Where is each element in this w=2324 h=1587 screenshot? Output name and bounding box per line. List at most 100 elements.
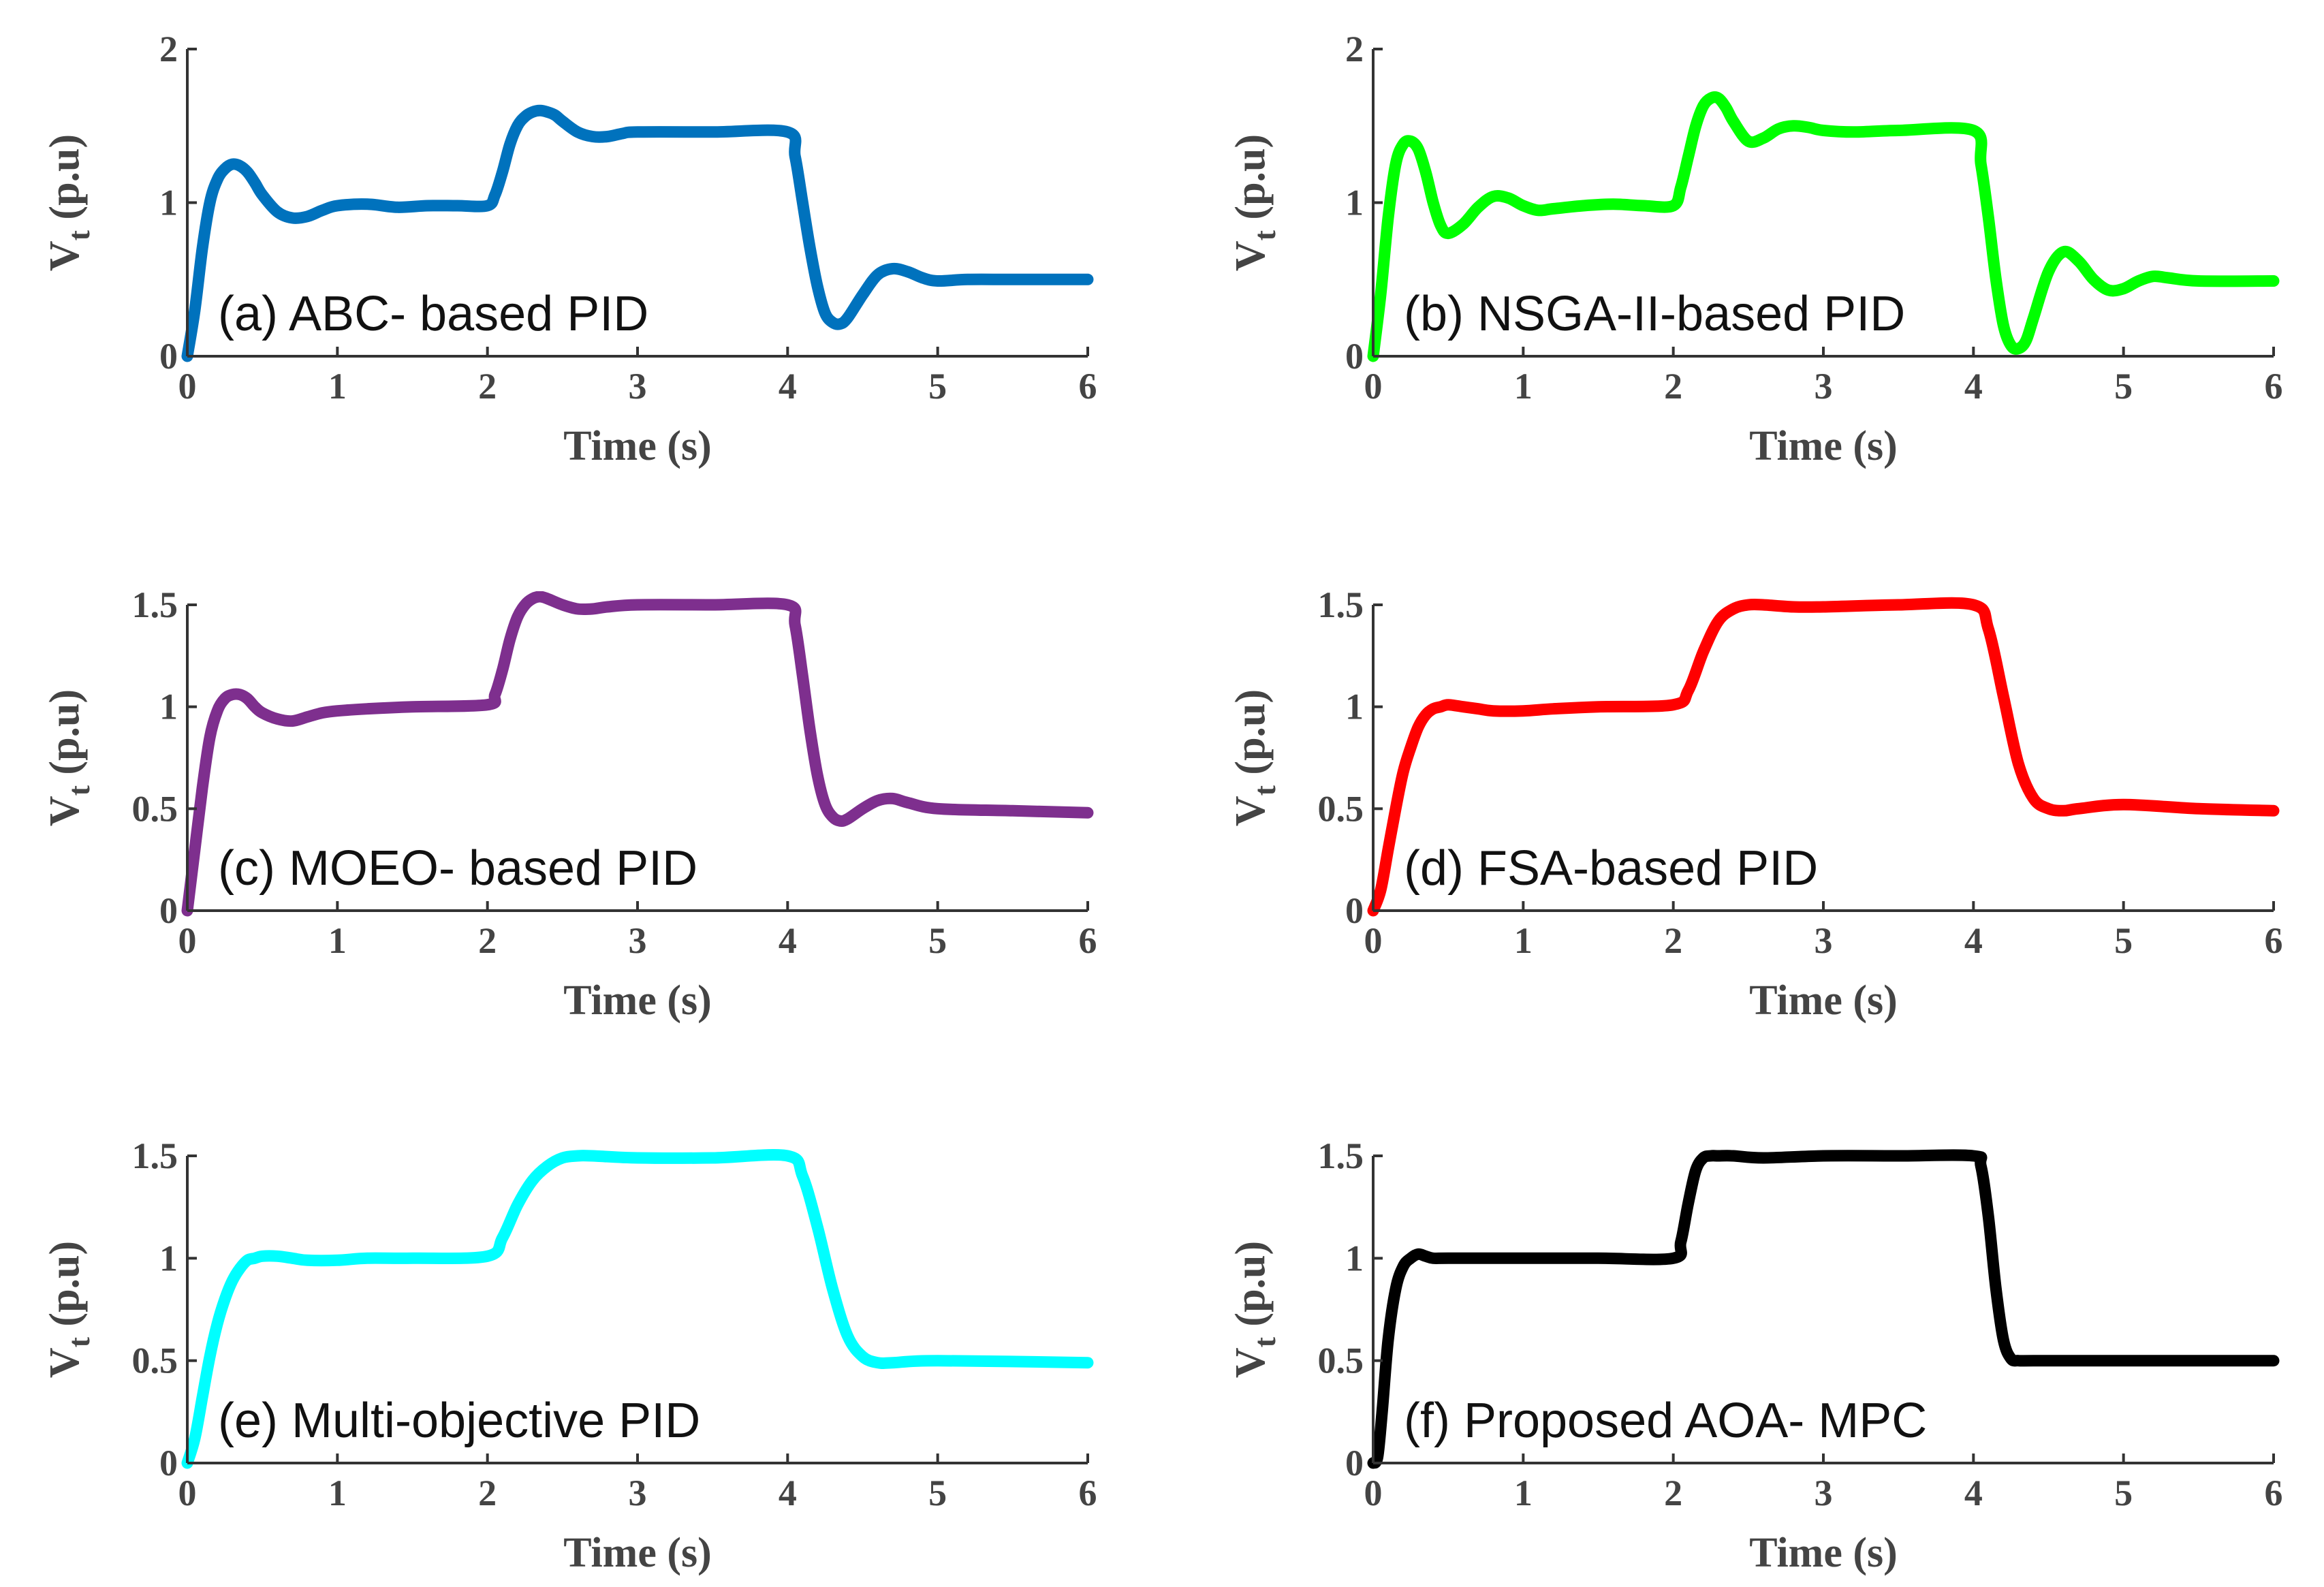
y-label-unit: (p.u) (42, 689, 88, 785)
series-line-5-0 (1367, 1149, 2280, 1469)
x-tick-label: 3 (1815, 1473, 1833, 1513)
series-line-2-0 (181, 591, 1094, 917)
y-tick-label: 1 (1345, 687, 1364, 727)
x-tick-label: 5 (928, 920, 947, 961)
x-tick-label: 0 (1364, 1473, 1383, 1513)
x-tick-label: 6 (2265, 920, 2283, 961)
series-line-1-0 (1367, 91, 2280, 362)
y-label-main: V (42, 796, 88, 826)
x-tick-label: 6 (1079, 366, 1097, 407)
x-tick-label: 2 (478, 366, 497, 407)
x-tick-label: 2 (1664, 920, 1682, 961)
subplot-1: 0 1 2 3 4 5 6 0 1 2 Time (s) Vt (p.u) (b) NSGA-II-ba… (1227, 29, 2283, 469)
subplot-5: 0 1 2 3 4 5 6 0 0.5 1 1.5 Time (s) Vt (p.u) (f) Propo… (1227, 1135, 2283, 1576)
y-label-subscript: t (61, 230, 96, 240)
x-tick-label: 5 (2114, 1473, 2133, 1513)
y-axis-label: Vt (p.u) (1227, 134, 1282, 271)
y-label-unit: (p.u) (42, 134, 88, 230)
panel-title: (e) Multi-objective PID (218, 1394, 700, 1448)
subplot-2: 0 1 2 3 4 5 6 0 0.5 1 1.5 Time (s) Vt (p.u) (c) MOEO-… (42, 584, 1097, 1024)
y-tick-label: 1 (1345, 183, 1364, 223)
x-tick-label: 6 (2265, 366, 2283, 407)
x-tick-label: 5 (928, 1473, 947, 1513)
x-tick-label: 3 (629, 366, 647, 407)
y-tick-label: 0 (1345, 1443, 1364, 1483)
y-tick-label: 2 (159, 29, 178, 69)
y-tick-label: 0 (159, 336, 178, 377)
x-axis-label: Time (s) (563, 977, 712, 1024)
y-axis-label: Vt (p.u) (42, 1241, 96, 1378)
y-tick-label: 1.5 (132, 584, 178, 625)
y-label-subscript: t (61, 1336, 96, 1347)
x-axis-label: Time (s) (1749, 1530, 1898, 1576)
y-tick-label: 0.5 (132, 788, 178, 829)
x-tick-label: 6 (1079, 920, 1097, 961)
x-axis-label: Time (s) (563, 423, 712, 469)
x-tick-label: 3 (629, 1473, 647, 1513)
y-label-unit: (p.u) (42, 1241, 88, 1337)
y-label-main: V (1227, 796, 1274, 826)
x-tick-label: 0 (1364, 920, 1383, 961)
x-tick-label: 4 (779, 920, 797, 961)
y-tick-label: 2 (1345, 29, 1364, 69)
x-axis-label: Time (s) (563, 1530, 712, 1576)
y-label-main: V (1227, 240, 1274, 271)
y-tick-label: 1.5 (1318, 1135, 1364, 1176)
x-tick-label: 5 (2114, 366, 2133, 407)
x-tick-label: 1 (328, 1473, 347, 1513)
panel-title: (f) Proposed AOA- MPC (1404, 1394, 1927, 1448)
x-tick-label: 5 (2114, 920, 2133, 961)
y-axis-label: Vt (p.u) (1227, 1241, 1282, 1378)
series-line-0-0 (181, 104, 1094, 362)
y-tick-label: 0.5 (132, 1340, 178, 1381)
y-tick-label: 1.5 (1318, 584, 1364, 625)
x-tick-label: 0 (178, 366, 197, 407)
x-tick-label: 1 (328, 920, 347, 961)
series-line-4-0 (181, 1149, 1094, 1469)
y-tick-label: 0 (159, 1443, 178, 1483)
x-tick-label: 1 (1514, 1473, 1533, 1513)
y-label-unit: (p.u) (1227, 134, 1274, 230)
x-tick-label: 4 (1964, 366, 1983, 407)
y-tick-label: 1.5 (132, 1135, 178, 1176)
x-tick-label: 1 (328, 366, 347, 407)
y-label-main: V (42, 1347, 88, 1378)
x-tick-label: 3 (629, 920, 647, 961)
x-tick-label: 2 (1664, 366, 1682, 407)
panel-title: (a) ABC- based PID (218, 287, 648, 341)
y-label-unit: (p.u) (1227, 1241, 1274, 1337)
y-label-subscript: t (61, 785, 96, 796)
x-tick-label: 3 (1815, 366, 1833, 407)
y-label-subscript: t (1247, 230, 1282, 240)
y-label-unit: (p.u) (1227, 689, 1274, 785)
x-axis-label: Time (s) (1749, 977, 1898, 1024)
x-tick-label: 1 (1514, 366, 1533, 407)
subplot-0: 0 1 2 3 4 5 6 0 1 2 Time (s) Vt (p.u) (a) ABC- based… (42, 29, 1097, 469)
y-axis-label: Vt (p.u) (42, 134, 96, 271)
x-tick-label: 5 (928, 366, 947, 407)
y-label-main: V (42, 240, 88, 271)
x-tick-label: 0 (178, 920, 197, 961)
panel-title: (b) NSGA-II-based PID (1404, 287, 1905, 341)
x-tick-label: 0 (1364, 366, 1383, 407)
y-tick-label: 1 (159, 1238, 178, 1278)
y-tick-label: 0 (1345, 890, 1364, 931)
panel-title: (c) MOEO- based PID (218, 841, 697, 896)
x-tick-label: 4 (1964, 920, 1983, 961)
x-tick-label: 2 (1664, 1473, 1682, 1513)
x-tick-label: 2 (478, 1473, 497, 1513)
x-tick-label: 6 (2265, 1473, 2283, 1513)
y-tick-label: 1 (159, 687, 178, 727)
x-tick-label: 6 (1079, 1473, 1097, 1513)
y-tick-label: 0.5 (1318, 788, 1364, 829)
y-label-main: V (1227, 1347, 1274, 1378)
x-axis-label: Time (s) (1749, 423, 1898, 469)
x-tick-label: 4 (779, 366, 797, 407)
x-tick-label: 0 (178, 1473, 197, 1513)
series-line-3-0 (1367, 597, 2280, 917)
x-tick-label: 1 (1514, 920, 1533, 961)
y-label-subscript: t (1247, 785, 1282, 796)
y-axis-label: Vt (p.u) (1227, 689, 1282, 826)
y-tick-label: 0.5 (1318, 1340, 1364, 1381)
subplot-3: 0 1 2 3 4 5 6 0 0.5 1 1.5 Time (s) Vt (p.u) (d) FSA-b… (1227, 584, 2283, 1024)
